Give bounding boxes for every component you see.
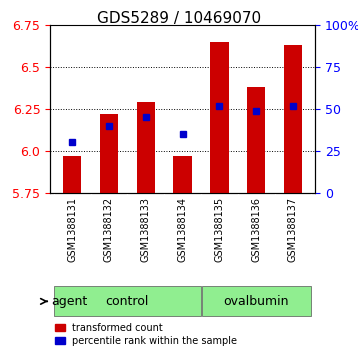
Text: GSM1388131: GSM1388131: [67, 197, 77, 262]
Text: ovalbumin: ovalbumin: [223, 295, 289, 308]
Bar: [137, 102, 155, 193]
Text: GSM1388137: GSM1388137: [288, 197, 298, 262]
Bar: [173, 156, 192, 193]
Text: GSM1388135: GSM1388135: [214, 197, 224, 262]
Bar: [247, 87, 265, 193]
Text: agent: agent: [51, 295, 87, 308]
Text: GDS5289 / 10469070: GDS5289 / 10469070: [97, 11, 261, 26]
Bar: [63, 156, 81, 193]
Text: GSM1388132: GSM1388132: [104, 197, 114, 262]
Text: GSM1388136: GSM1388136: [251, 197, 261, 262]
Bar: [100, 114, 118, 193]
Legend: transformed count, percentile rank within the sample: transformed count, percentile rank withi…: [55, 323, 237, 346]
Text: GSM1388133: GSM1388133: [141, 197, 151, 262]
Bar: [210, 42, 228, 193]
Text: control: control: [106, 295, 149, 308]
FancyBboxPatch shape: [54, 286, 201, 317]
Text: GSM1388134: GSM1388134: [178, 197, 188, 262]
Bar: [284, 45, 302, 193]
FancyBboxPatch shape: [202, 286, 311, 317]
